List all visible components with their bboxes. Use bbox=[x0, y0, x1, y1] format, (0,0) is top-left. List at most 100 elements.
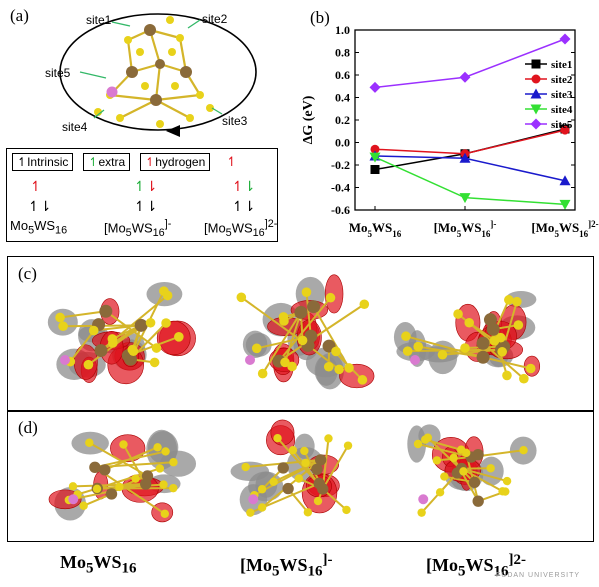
spin-legend-row: ↿Intrinsic ↿extra ↿hydrogen ↿ bbox=[12, 153, 237, 171]
legend-marker-site4 bbox=[530, 104, 542, 115]
point-site2 bbox=[370, 144, 380, 154]
s-atom bbox=[58, 321, 68, 332]
legend-label-site3: site3 bbox=[551, 89, 573, 101]
mo-atom bbox=[476, 350, 490, 364]
x-tick-label: Mo5WS16 bbox=[349, 220, 402, 239]
y-tick-label: 0.4 bbox=[335, 91, 350, 105]
s-atom bbox=[459, 467, 468, 476]
s-atom bbox=[342, 505, 351, 515]
s-atom bbox=[486, 464, 495, 473]
s-atom bbox=[464, 317, 475, 328]
mo-atom bbox=[94, 344, 108, 358]
rotation-ellipse bbox=[59, 13, 257, 131]
s-atom bbox=[402, 346, 413, 356]
s-atom bbox=[161, 447, 170, 456]
s-atom bbox=[359, 299, 370, 310]
bond bbox=[59, 310, 106, 319]
site4-label: site4 bbox=[62, 120, 88, 134]
panel-a-cluster bbox=[59, 13, 257, 137]
s-atom bbox=[324, 434, 333, 443]
w-atom bbox=[60, 355, 70, 365]
s-atom bbox=[149, 357, 160, 368]
s-atom bbox=[257, 368, 268, 379]
y-tick-label: 1.0 bbox=[335, 23, 350, 37]
s-atom bbox=[300, 446, 309, 456]
s-atom bbox=[83, 359, 94, 370]
spin-up-red-icon: ↿ bbox=[226, 154, 238, 169]
s-atom bbox=[462, 448, 471, 458]
legend-label-site2: site2 bbox=[551, 74, 573, 86]
orbital-lobe-negative bbox=[159, 450, 197, 477]
bond bbox=[312, 306, 350, 369]
s-atom bbox=[79, 501, 88, 510]
bond bbox=[278, 297, 332, 362]
s-atom bbox=[246, 508, 255, 517]
s-atom bbox=[303, 508, 313, 517]
s-atom bbox=[401, 331, 411, 342]
mo-atom bbox=[468, 476, 481, 489]
s-atom bbox=[504, 295, 514, 305]
s-atom bbox=[55, 312, 65, 323]
y-tick-label: 0.0 bbox=[335, 136, 350, 150]
mo-atom bbox=[472, 449, 484, 461]
s-atom bbox=[236, 292, 247, 303]
bond bbox=[482, 342, 525, 380]
point-site4 bbox=[459, 193, 471, 204]
s-atom bbox=[357, 375, 368, 385]
panel-a-label: (a) bbox=[10, 6, 29, 25]
s-atom bbox=[413, 439, 423, 449]
mo-atom bbox=[282, 482, 294, 495]
s-atom bbox=[287, 361, 297, 372]
s-atom bbox=[502, 370, 512, 381]
bond bbox=[261, 459, 322, 509]
legend-marker-site2 bbox=[531, 74, 541, 84]
intrinsic-indicator: ↿Intrinsic bbox=[12, 153, 74, 171]
bond bbox=[240, 296, 309, 347]
s-atom bbox=[323, 361, 334, 372]
point-site4 bbox=[369, 152, 381, 163]
formula-a-3: [Mo5WS16]2- bbox=[204, 218, 278, 239]
panel-b-label: (b) bbox=[310, 8, 330, 27]
hydrogen-indicator: ↿hydrogen bbox=[140, 153, 211, 171]
s-atom bbox=[88, 325, 99, 336]
s-atom bbox=[344, 363, 354, 373]
s-atom bbox=[460, 343, 470, 353]
y-tick-label: 0.8 bbox=[335, 46, 350, 60]
point-site1 bbox=[370, 165, 380, 174]
y-tick-label: 0.2 bbox=[335, 113, 350, 127]
s-atom bbox=[432, 456, 442, 465]
s-atom bbox=[278, 312, 289, 322]
s-atom bbox=[449, 453, 458, 463]
w-atom bbox=[418, 494, 429, 505]
s-atom bbox=[334, 364, 344, 375]
s-atom bbox=[92, 484, 102, 494]
bond bbox=[405, 335, 484, 359]
mo-atom bbox=[294, 305, 308, 319]
s-atom bbox=[107, 334, 118, 344]
point-site3 bbox=[559, 175, 571, 186]
bond bbox=[417, 443, 472, 459]
s-atom bbox=[153, 443, 162, 452]
bond bbox=[284, 312, 302, 363]
panel-c-label: (c) bbox=[18, 264, 37, 283]
y-tick-label: -0.2 bbox=[331, 158, 350, 172]
s-atom bbox=[145, 317, 156, 328]
panel-divider bbox=[7, 410, 594, 412]
w-atom bbox=[245, 355, 255, 365]
s-atom bbox=[269, 477, 278, 487]
mo-atom bbox=[311, 463, 323, 476]
s-atom bbox=[501, 487, 510, 496]
arrow-head-icon bbox=[166, 125, 180, 137]
s-atom bbox=[115, 482, 124, 492]
spin-pair-1: ↿⇂ bbox=[28, 198, 52, 214]
legend-label-site5: site5 bbox=[551, 119, 573, 131]
extra-indicator: ↿extra bbox=[83, 153, 131, 171]
point-site2 bbox=[560, 125, 570, 135]
spin-arrows-green-red: ↿⇂ bbox=[134, 178, 158, 194]
legend-marker-site3 bbox=[530, 88, 542, 99]
panel-d-label: (d) bbox=[18, 418, 38, 437]
s-atom bbox=[513, 320, 524, 330]
s-atom bbox=[119, 440, 128, 449]
legend-label-site1: site1 bbox=[551, 59, 572, 71]
